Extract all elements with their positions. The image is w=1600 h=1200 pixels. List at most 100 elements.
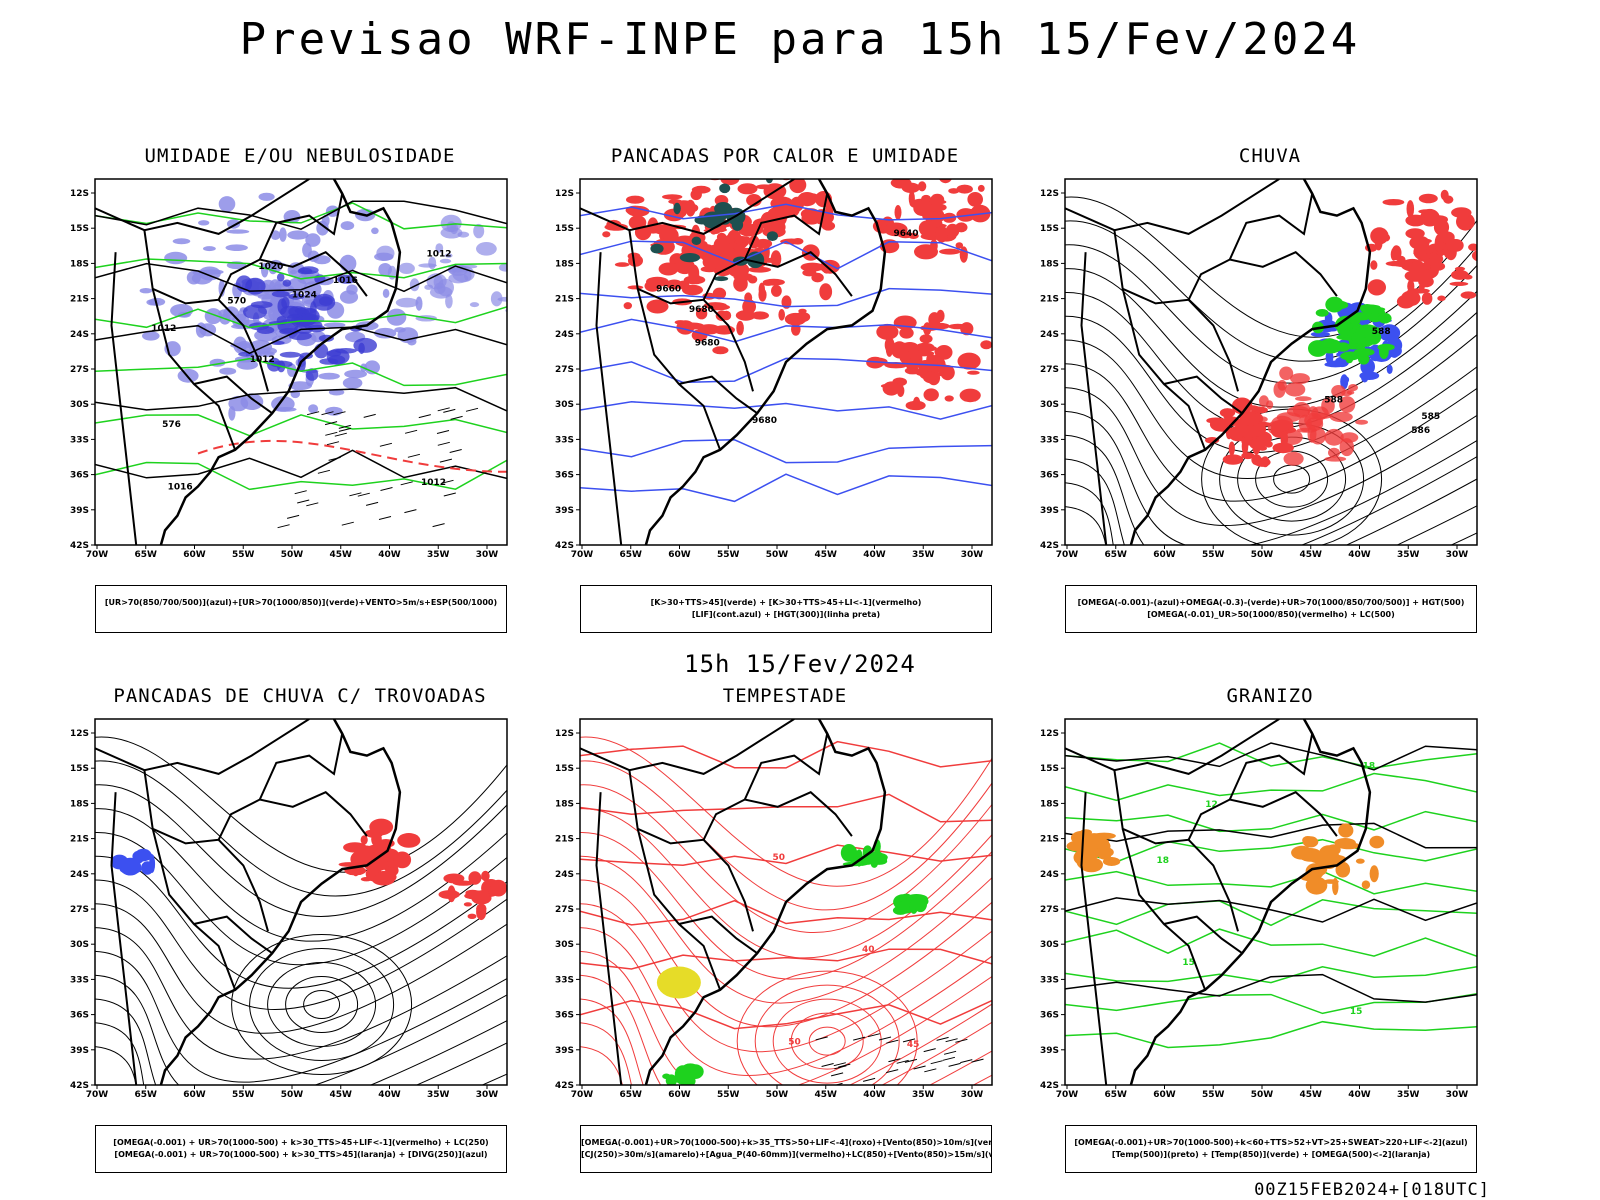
lon-tick-label: 35W	[912, 1090, 935, 1100]
forecast-map[interactable]: 9680 9680 9680 9660 9640 12S 15S 18S 21S 24S 27S 30…	[550, 171, 1020, 591]
lat-tick-label: 15S	[70, 764, 89, 774]
contour-line	[1065, 973, 1477, 1003]
field-blob	[226, 229, 250, 234]
lon-tick-label: 50W	[766, 550, 789, 560]
streamline	[580, 736, 992, 887]
field-blob	[261, 262, 269, 278]
field-blob	[719, 183, 731, 194]
forecast-map[interactable]: 1012 1012 1012 1012 1016 1016 1020 1024 576 570 12…	[65, 171, 535, 591]
forecast-map[interactable]: 588 585 588 586 12S 15S 18S 21S 24S 27S 30S 33S 36S 3…	[1035, 171, 1505, 591]
wind-vector	[338, 424, 351, 429]
contour-label: 18	[1363, 761, 1376, 771]
wind-vector	[404, 429, 418, 434]
legend-line: [LIF](cont.azul) + [HGT(300)](linha pret…	[691, 610, 881, 619]
field-blob	[1378, 324, 1401, 342]
lon-tick-label: 50W	[281, 550, 304, 560]
contour-line	[1065, 822, 1477, 849]
map-svg: 588 585 588 586 12S 15S 18S 21S 24S 27S 30S 33S 36S 3…	[1040, 178, 1484, 560]
field-blob	[386, 308, 407, 326]
jet-core-area	[656, 966, 701, 999]
field-blob	[1244, 411, 1262, 425]
streamline	[580, 1046, 992, 1085]
field-blob	[747, 266, 772, 273]
forecast-map[interactable]: 50 45 40 50 12S 15S 18S 21S 24S 27S 30S 33S 36S 39S 42…	[550, 711, 1020, 1131]
field-blob	[1477, 272, 1484, 282]
field-blob	[930, 239, 938, 253]
contour-line	[1065, 965, 1477, 984]
field-blob	[364, 360, 381, 375]
field-blob	[627, 285, 644, 290]
contour-label: 12	[1205, 800, 1218, 810]
contour-label: 45	[907, 1040, 920, 1050]
field-blob	[398, 262, 415, 274]
state-border	[1163, 915, 1243, 955]
lat-tick-label: 33S	[70, 435, 89, 445]
lat-tick-label: 24S	[70, 870, 89, 880]
field-blob	[418, 263, 437, 268]
field-blob	[955, 242, 964, 249]
wind-vector	[334, 432, 347, 437]
wind-vector	[333, 411, 346, 416]
streamline	[1065, 506, 1477, 545]
contour-label: 1012	[427, 249, 452, 259]
contour-label: 1012	[421, 478, 446, 488]
field-blob	[628, 215, 647, 230]
wind-vector	[277, 524, 290, 529]
state-border	[580, 179, 795, 235]
wind-vector	[378, 516, 392, 520]
lat-tick-label: 24S	[70, 330, 89, 340]
field-blob	[463, 902, 472, 907]
field-blob	[490, 291, 503, 307]
field-blob	[1337, 842, 1353, 847]
field-blob	[907, 400, 926, 411]
field-blob	[342, 377, 363, 389]
field-blob	[1397, 255, 1406, 265]
field-blob	[646, 299, 669, 314]
wind-vector	[862, 1077, 876, 1082]
map-frame	[579, 178, 993, 546]
lat-tick-label: 42S	[555, 1081, 574, 1091]
field-blob	[1310, 331, 1330, 337]
panel-title: UMIDADE E/OU NEBULOSIDADE	[144, 145, 456, 167]
legend-box: [OMEGA(-0.001) + UR>70(1000-500) + k>30_…	[95, 1125, 507, 1173]
field-blob	[339, 290, 359, 304]
streamline	[95, 879, 507, 1010]
lon-tick-label: 65W	[135, 1090, 158, 1100]
field-blob	[917, 211, 939, 217]
field-blob	[288, 293, 305, 300]
forecast-map[interactable]: 18 15 12 15 18 12S 15S 18S 21S 24S 27S 30S 33S 36S 39S…	[1035, 711, 1505, 1131]
field-blob	[1370, 260, 1378, 270]
lat-tick-label: 12S	[70, 729, 89, 739]
field-blob	[228, 406, 236, 421]
panel-chuva: CHUVA 588 585 588 586 12S 15S 18S 21S 24S 27S 30S 3…	[1035, 145, 1505, 633]
field-blob	[445, 294, 453, 309]
contour-line	[580, 287, 992, 308]
field-blob	[915, 342, 935, 352]
streamline	[1065, 458, 1477, 545]
lon-tick-label: 55W	[232, 1090, 255, 1100]
lat-tick-label: 18S	[70, 259, 89, 269]
contour-line	[580, 240, 992, 270]
field-blob	[935, 225, 949, 243]
contour-line	[580, 357, 992, 384]
map-layer: 1012 1012 1012 1012 1016 1016 1020 1024 576 570	[95, 179, 507, 545]
contour-line	[1065, 838, 1477, 863]
field-blob	[141, 861, 154, 875]
lat-tick-label: 33S	[555, 975, 574, 985]
field-blob	[424, 284, 434, 290]
map-frame	[1064, 178, 1478, 546]
field-blob	[758, 288, 767, 302]
lat-tick-label: 39S	[70, 506, 89, 516]
wind-vector	[867, 1033, 881, 1038]
wind-vector	[294, 490, 307, 495]
field-blob	[899, 327, 914, 339]
state-border	[1228, 193, 1314, 260]
lon-tick-label: 60W	[1153, 1090, 1176, 1100]
field-blob	[468, 893, 490, 899]
state-border	[1187, 791, 1338, 841]
lat-tick-label: 36S	[1040, 471, 1059, 481]
lon-tick-label: 30W	[476, 550, 499, 560]
forecast-map[interactable]: 12S 15S 18S 21S 24S 27S 30S 33S 36S 39S 42S 70W 65W 6…	[65, 711, 535, 1131]
lat-tick-label: 21S	[70, 835, 89, 845]
field-blob	[699, 245, 712, 261]
